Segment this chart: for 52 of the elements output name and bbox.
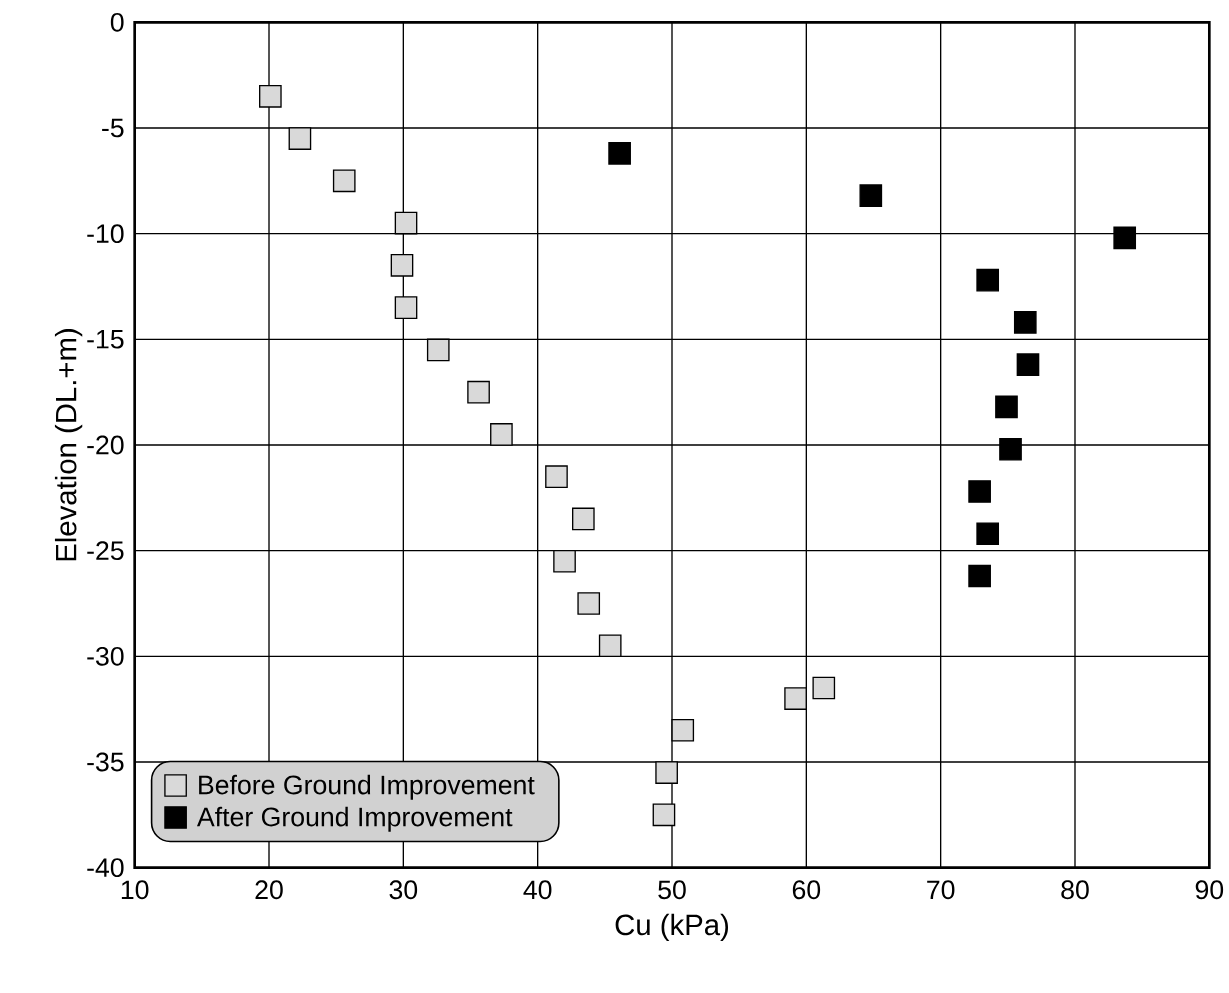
point [577, 592, 601, 615]
point [671, 718, 695, 742]
point [608, 142, 631, 165]
x-tick-label: 10 [121, 880, 149, 900]
x-tick-label: 30 [389, 880, 418, 900]
x-tick-label: 90 [1195, 880, 1224, 900]
point [490, 423, 513, 446]
x-axis-title: Cu (kPa) [615, 913, 728, 942]
y-tick-label: -20 [87, 435, 124, 455]
y-tick-label: 0 [110, 12, 124, 32]
y-axis-title: Elevation (DL.+m) [54, 329, 83, 561]
point [259, 84, 282, 108]
x-tick-label: 60 [792, 880, 821, 900]
x-tick-label: 80 [1061, 880, 1089, 900]
point [812, 676, 836, 700]
point [467, 380, 490, 404]
point [995, 395, 1018, 419]
point [332, 169, 356, 193]
legend-label: Before Ground Improvement [199, 774, 535, 800]
point [545, 465, 568, 489]
point [655, 761, 678, 784]
point [394, 296, 418, 319]
y-tick-label: -25 [87, 541, 124, 561]
legend-label: After Ground Improvement [196, 806, 513, 832]
point [1016, 353, 1040, 377]
point [1113, 226, 1137, 250]
point [553, 549, 576, 573]
x-tick-label: 70 [927, 880, 955, 900]
y-tick-label: -15 [87, 330, 124, 349]
point [288, 127, 312, 150]
x-tick-label: 50 [658, 880, 686, 900]
y-tick-label: -30 [87, 646, 124, 666]
y-tick-label: -35 [87, 752, 124, 772]
point [784, 687, 807, 710]
y-tick-label: -10 [87, 224, 124, 244]
point [968, 480, 991, 503]
x-tick-label: 40 [523, 880, 552, 900]
point [426, 338, 450, 362]
point [999, 437, 1022, 461]
point [598, 634, 622, 658]
point [390, 254, 414, 277]
point [394, 211, 418, 235]
x-tick-label: 20 [255, 880, 283, 900]
y-tick-label: -5 [102, 118, 124, 138]
point [572, 507, 595, 531]
y-tick-label: -40 [87, 858, 124, 878]
point [968, 564, 991, 588]
point [976, 268, 1000, 292]
point [1013, 311, 1037, 334]
point [976, 522, 1000, 546]
point [859, 184, 883, 207]
point [652, 803, 676, 827]
